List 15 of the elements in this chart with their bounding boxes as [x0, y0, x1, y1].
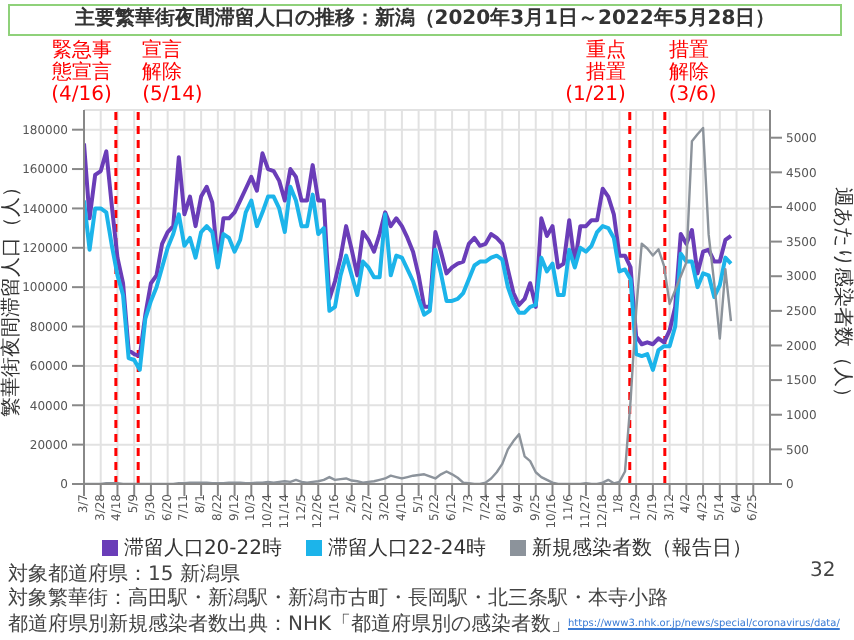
ref-line-label: 緊急事態宣言(4/16)	[49, 38, 113, 106]
text: 32	[810, 560, 836, 582]
y2-axis-title: 週あたり感染者数（人）	[831, 187, 854, 407]
legend-label: 新規感染者数（報告日）	[532, 535, 753, 562]
line-series	[84, 184, 733, 372]
ref-line-label: 宣言解除(5/14)	[142, 38, 203, 106]
legend-label: 滞留人口22-24時	[328, 535, 487, 562]
chart-title: 主要繁華街夜間滞留人口の推移：新潟（2020年3月1日～2022年5月28日）	[8, 4, 842, 36]
legend-label: 滞留人口20-22時	[123, 535, 282, 562]
text: 対象都道府県：15 新潟県	[8, 561, 240, 587]
ref-line-label: 措置解除(3/6)	[668, 38, 717, 106]
ref-line-label: 重点措置(1/21)	[565, 38, 626, 106]
text: 対象繁華街：高田駅・新潟駅・新潟市古町・長岡駅・北三条駅・本寺小路	[8, 585, 668, 612]
y-axis-title: 繁華街夜間滞留人口（人）	[0, 177, 23, 417]
line-series	[84, 141, 733, 359]
